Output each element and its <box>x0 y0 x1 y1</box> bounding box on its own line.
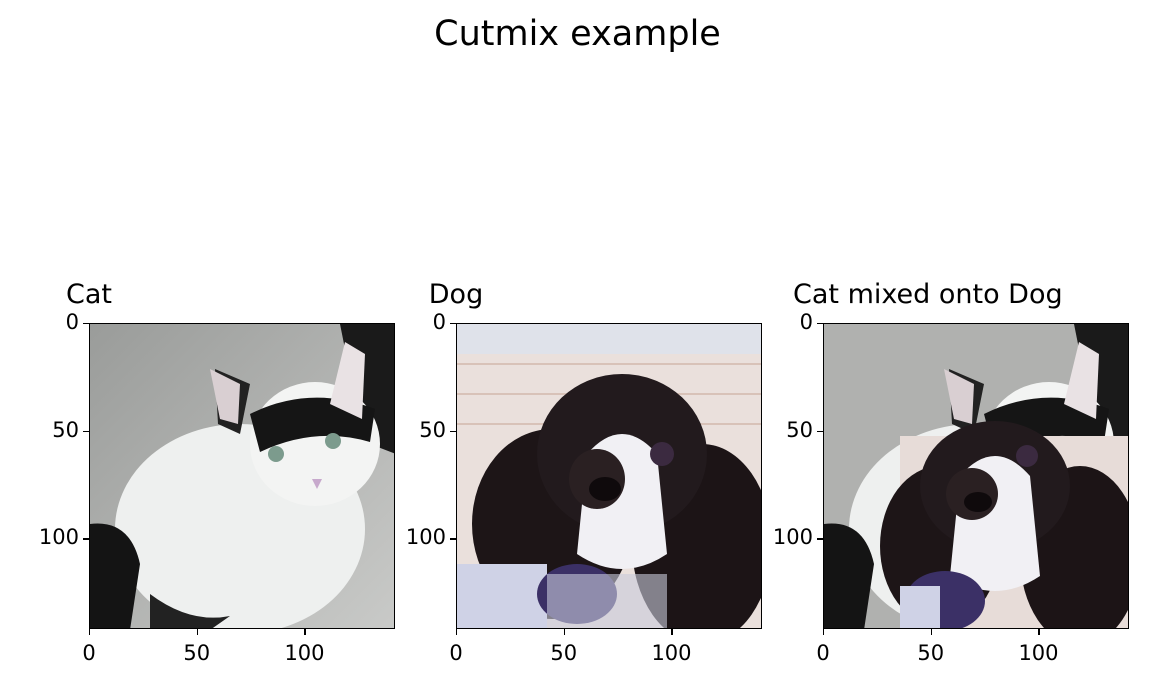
xtick-mark <box>671 629 673 635</box>
xtick-mark <box>196 629 199 635</box>
dog-image <box>456 323 762 629</box>
xtick-mark <box>823 629 825 635</box>
ytick-label: 50 <box>52 417 79 442</box>
xtick-label: 100 <box>651 641 692 665</box>
ytick-label: 0 <box>799 310 813 334</box>
ytick-mark <box>450 538 456 540</box>
xtick-label: 50 <box>183 641 211 665</box>
xtick-mark <box>563 629 566 635</box>
ytick-label: 100 <box>772 525 813 550</box>
xtick-label: 0 <box>82 641 96 665</box>
ytick-mark <box>817 538 823 540</box>
xtick-label: 0 <box>449 641 463 665</box>
ytick-mark <box>817 323 823 325</box>
cutmix-image <box>823 323 1129 629</box>
xtick-label: 0 <box>816 641 830 665</box>
figure-title: Cutmix example <box>434 14 721 54</box>
ytick-label: 50 <box>419 417 446 442</box>
ytick-label: 100 <box>38 525 79 550</box>
xtick-mark <box>89 629 91 635</box>
ytick-mark <box>450 430 456 433</box>
ytick-label: 0 <box>65 310 79 334</box>
xtick-label: 50 <box>917 641 945 665</box>
panel-title-cat: Cat <box>66 279 112 310</box>
ytick-mark <box>817 430 823 433</box>
ytick-mark <box>450 323 456 325</box>
xtick-label: 50 <box>550 641 578 665</box>
xtick-label: 100 <box>1018 641 1059 665</box>
xtick-mark <box>930 629 933 635</box>
cat-image <box>89 323 395 629</box>
ytick-label: 0 <box>432 310 446 334</box>
ytick-label: 100 <box>405 525 446 550</box>
panel-title-cutmix: Cat mixed onto Dog <box>793 279 1063 310</box>
xtick-mark <box>456 629 458 635</box>
ytick-label: 50 <box>786 417 813 442</box>
ytick-mark <box>83 430 89 433</box>
xtick-mark <box>1038 629 1040 635</box>
xtick-label: 100 <box>284 641 325 665</box>
xtick-mark <box>304 629 306 635</box>
ytick-mark <box>83 538 89 540</box>
panel-title-dog: Dog <box>428 279 484 310</box>
ytick-mark <box>83 323 89 325</box>
